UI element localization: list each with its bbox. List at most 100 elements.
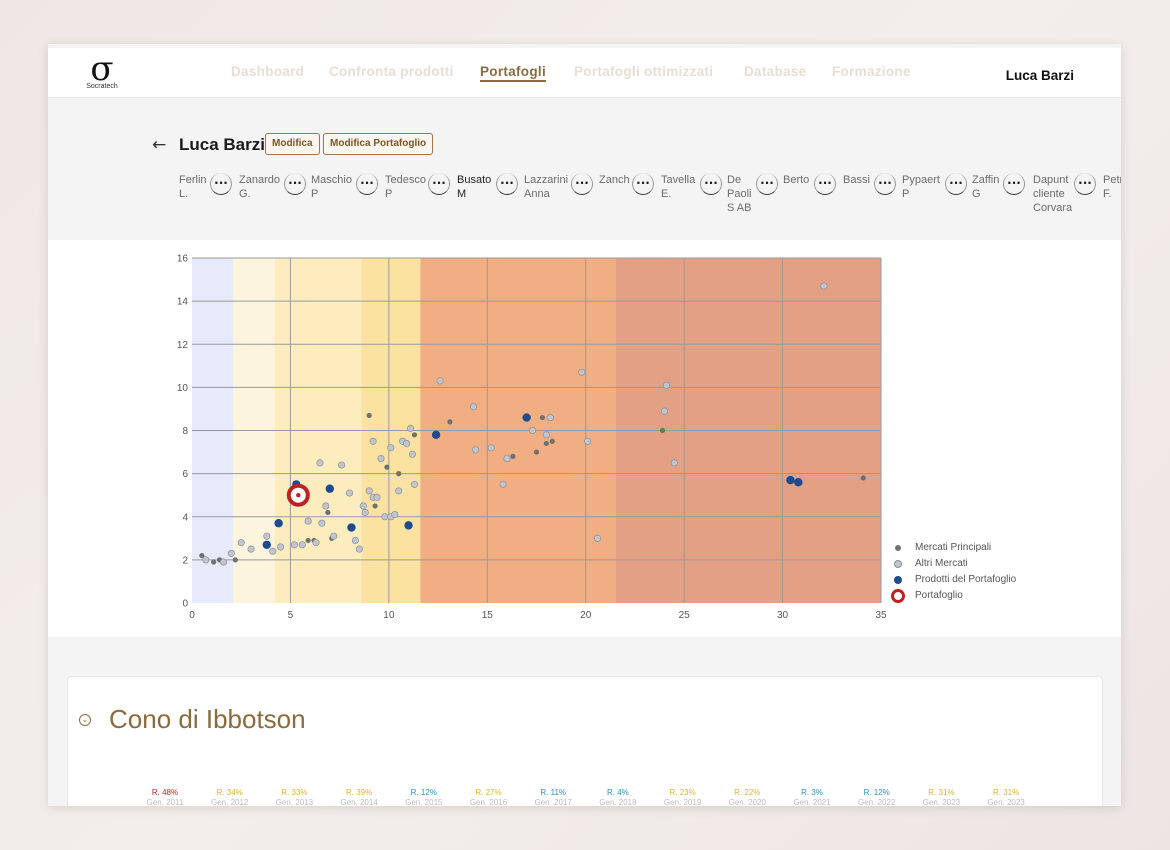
- other-market-point: [263, 532, 271, 540]
- ibbotson-start-date: Gen. 2023: [922, 798, 961, 806]
- ibbotson-start-date: Gen. 2023: [987, 798, 1025, 806]
- other-market-point: [578, 368, 586, 376]
- more-options-icon[interactable]: ...: [632, 173, 654, 195]
- client-tabs: Ferlin L.... Zanardo G.... Maschio P... Ted…: [179, 173, 1121, 219]
- more-options-icon[interactable]: ...: [945, 173, 967, 195]
- x-tick-label: 35: [875, 610, 887, 621]
- other-market-point: [290, 541, 298, 549]
- more-options-icon[interactable]: ...: [571, 173, 593, 195]
- nav-item-database[interactable]: Database: [744, 64, 807, 79]
- sigma-logo-icon: σ: [90, 49, 114, 89]
- other-market-point: [408, 450, 417, 458]
- more-options-icon[interactable]: ...: [356, 173, 378, 195]
- other-market-point: [503, 454, 511, 463]
- main-market-point: [510, 453, 516, 459]
- main-market-point: [305, 537, 311, 544]
- logo-text: Socratech: [86, 83, 118, 90]
- ibbotson-start-date: Gen. 2017: [534, 798, 572, 806]
- other-market-point: [403, 439, 411, 447]
- main-market-point: [366, 412, 372, 419]
- nav-item-confronta-prodotti[interactable]: Confronta prodotti: [329, 64, 454, 79]
- other-market-point: [361, 508, 369, 516]
- client-tab-name: Pypaert P: [902, 174, 940, 200]
- legend-label: Mercati Principali: [915, 542, 992, 553]
- other-market-point: [469, 403, 478, 411]
- other-market-point: [381, 513, 389, 521]
- other-market-point: [593, 534, 602, 542]
- other-market-point: [316, 459, 324, 467]
- ibbotson-start-date: Gen. 2016: [469, 798, 508, 806]
- client-tab-name: Zanch: [599, 174, 630, 186]
- ibbotson-return: R. 23%: [669, 788, 696, 797]
- more-options-icon[interactable]: ...: [496, 173, 518, 195]
- y-tick-label: 4: [182, 512, 188, 523]
- ibbotson-start-date: Gen. 2015: [405, 798, 443, 806]
- main-market-point: [539, 414, 546, 421]
- more-options-icon[interactable]: ...: [814, 173, 836, 195]
- portfolio-product-point: [274, 519, 283, 528]
- legend-marker-icon: [894, 576, 902, 584]
- legend-label: Altri Mercati: [915, 558, 968, 569]
- nav-item-portafogli[interactable]: Portafogli: [480, 64, 546, 82]
- ibbotson-title: Cono di Ibbotson: [109, 704, 306, 734]
- edit-client-button[interactable]: Modifica: [265, 133, 320, 155]
- ibbotson-start-date: Gen. 2014: [340, 798, 378, 806]
- more-options-icon[interactable]: ...: [210, 173, 232, 195]
- legend-marker-icon: [891, 589, 905, 603]
- other-market-point: [373, 493, 381, 501]
- ibbotson-return: R. 31%: [992, 788, 1020, 797]
- more-options-icon[interactable]: ...: [756, 173, 778, 195]
- more-options-icon[interactable]: ...: [284, 173, 306, 195]
- portfolio-product-point: [522, 413, 531, 422]
- portfolio-product-point: [431, 430, 441, 440]
- legend-label: Portafoglio: [915, 590, 963, 601]
- ibbotson-start-date: Gen. 2019: [663, 798, 702, 806]
- more-options-icon[interactable]: ...: [874, 173, 896, 195]
- main-market-point: [211, 559, 217, 565]
- main-market-point: [659, 427, 666, 434]
- other-market-point: [298, 541, 306, 549]
- y-tick-label: 10: [177, 383, 189, 394]
- chevron-down-icon[interactable]: ⌄: [79, 714, 91, 726]
- ibbotson-year-item: R. 11% Gen. 2017: [523, 788, 583, 806]
- more-options-icon[interactable]: ...: [428, 173, 450, 195]
- main-market-point: [232, 557, 238, 563]
- other-market-point: [660, 407, 669, 415]
- ibbotson-start-date: Gen. 2020: [728, 798, 766, 806]
- x-tick-label: 15: [482, 610, 494, 621]
- arrow-left-icon[interactable]: ←: [152, 135, 167, 155]
- ibbotson-return: R. 34%: [216, 788, 243, 797]
- app-window: σ Socratech Dashboard Confronta prodotti…: [48, 44, 1121, 806]
- nav-item-dashboard[interactable]: Dashboard: [231, 64, 305, 79]
- other-market-point: [662, 381, 670, 389]
- portfolio-product-point: [786, 475, 795, 485]
- legend-marker-icon: [894, 560, 902, 568]
- other-market-point: [277, 543, 285, 551]
- other-market-point: [406, 424, 415, 432]
- other-market-point: [410, 480, 418, 488]
- x-tick-label: 5: [288, 610, 294, 621]
- other-market-point: [330, 532, 338, 540]
- edit-portfolio-button[interactable]: Modifica Portafoglio: [323, 133, 434, 155]
- user-menu[interactable]: Luca Barzi: [1005, 68, 1074, 83]
- other-market-point: [391, 511, 399, 519]
- ibbotson-year-item: R. 31% Gen. 2023: [976, 788, 1036, 806]
- more-options-icon[interactable]: ...: [700, 173, 722, 195]
- ibbotson-start-date: Gen. 2011: [146, 798, 184, 806]
- nav-item-portafogli-ottimizzati[interactable]: Portafogli ottimizzati: [574, 64, 714, 79]
- portfolio-product-point: [262, 540, 272, 549]
- main-market-point: [860, 475, 866, 481]
- other-market-point: [820, 282, 828, 290]
- socratech-logo[interactable]: σ Socratech: [84, 49, 120, 94]
- other-market-point: [365, 487, 373, 495]
- main-market-point: [199, 552, 205, 559]
- ibbotson-return: R. 12%: [410, 788, 437, 797]
- main-market-point: [325, 509, 331, 516]
- top-navigation-bar: σ Socratech Dashboard Confronta prodotti…: [48, 48, 1121, 98]
- ibbotson-start-date: Gen. 2012: [211, 798, 249, 806]
- nav-item-formazione[interactable]: Formazione: [832, 64, 911, 79]
- more-options-icon[interactable]: ...: [1074, 173, 1096, 195]
- more-options-icon[interactable]: ...: [1003, 173, 1025, 195]
- other-market-point: [338, 461, 346, 469]
- other-market-point: [351, 536, 359, 545]
